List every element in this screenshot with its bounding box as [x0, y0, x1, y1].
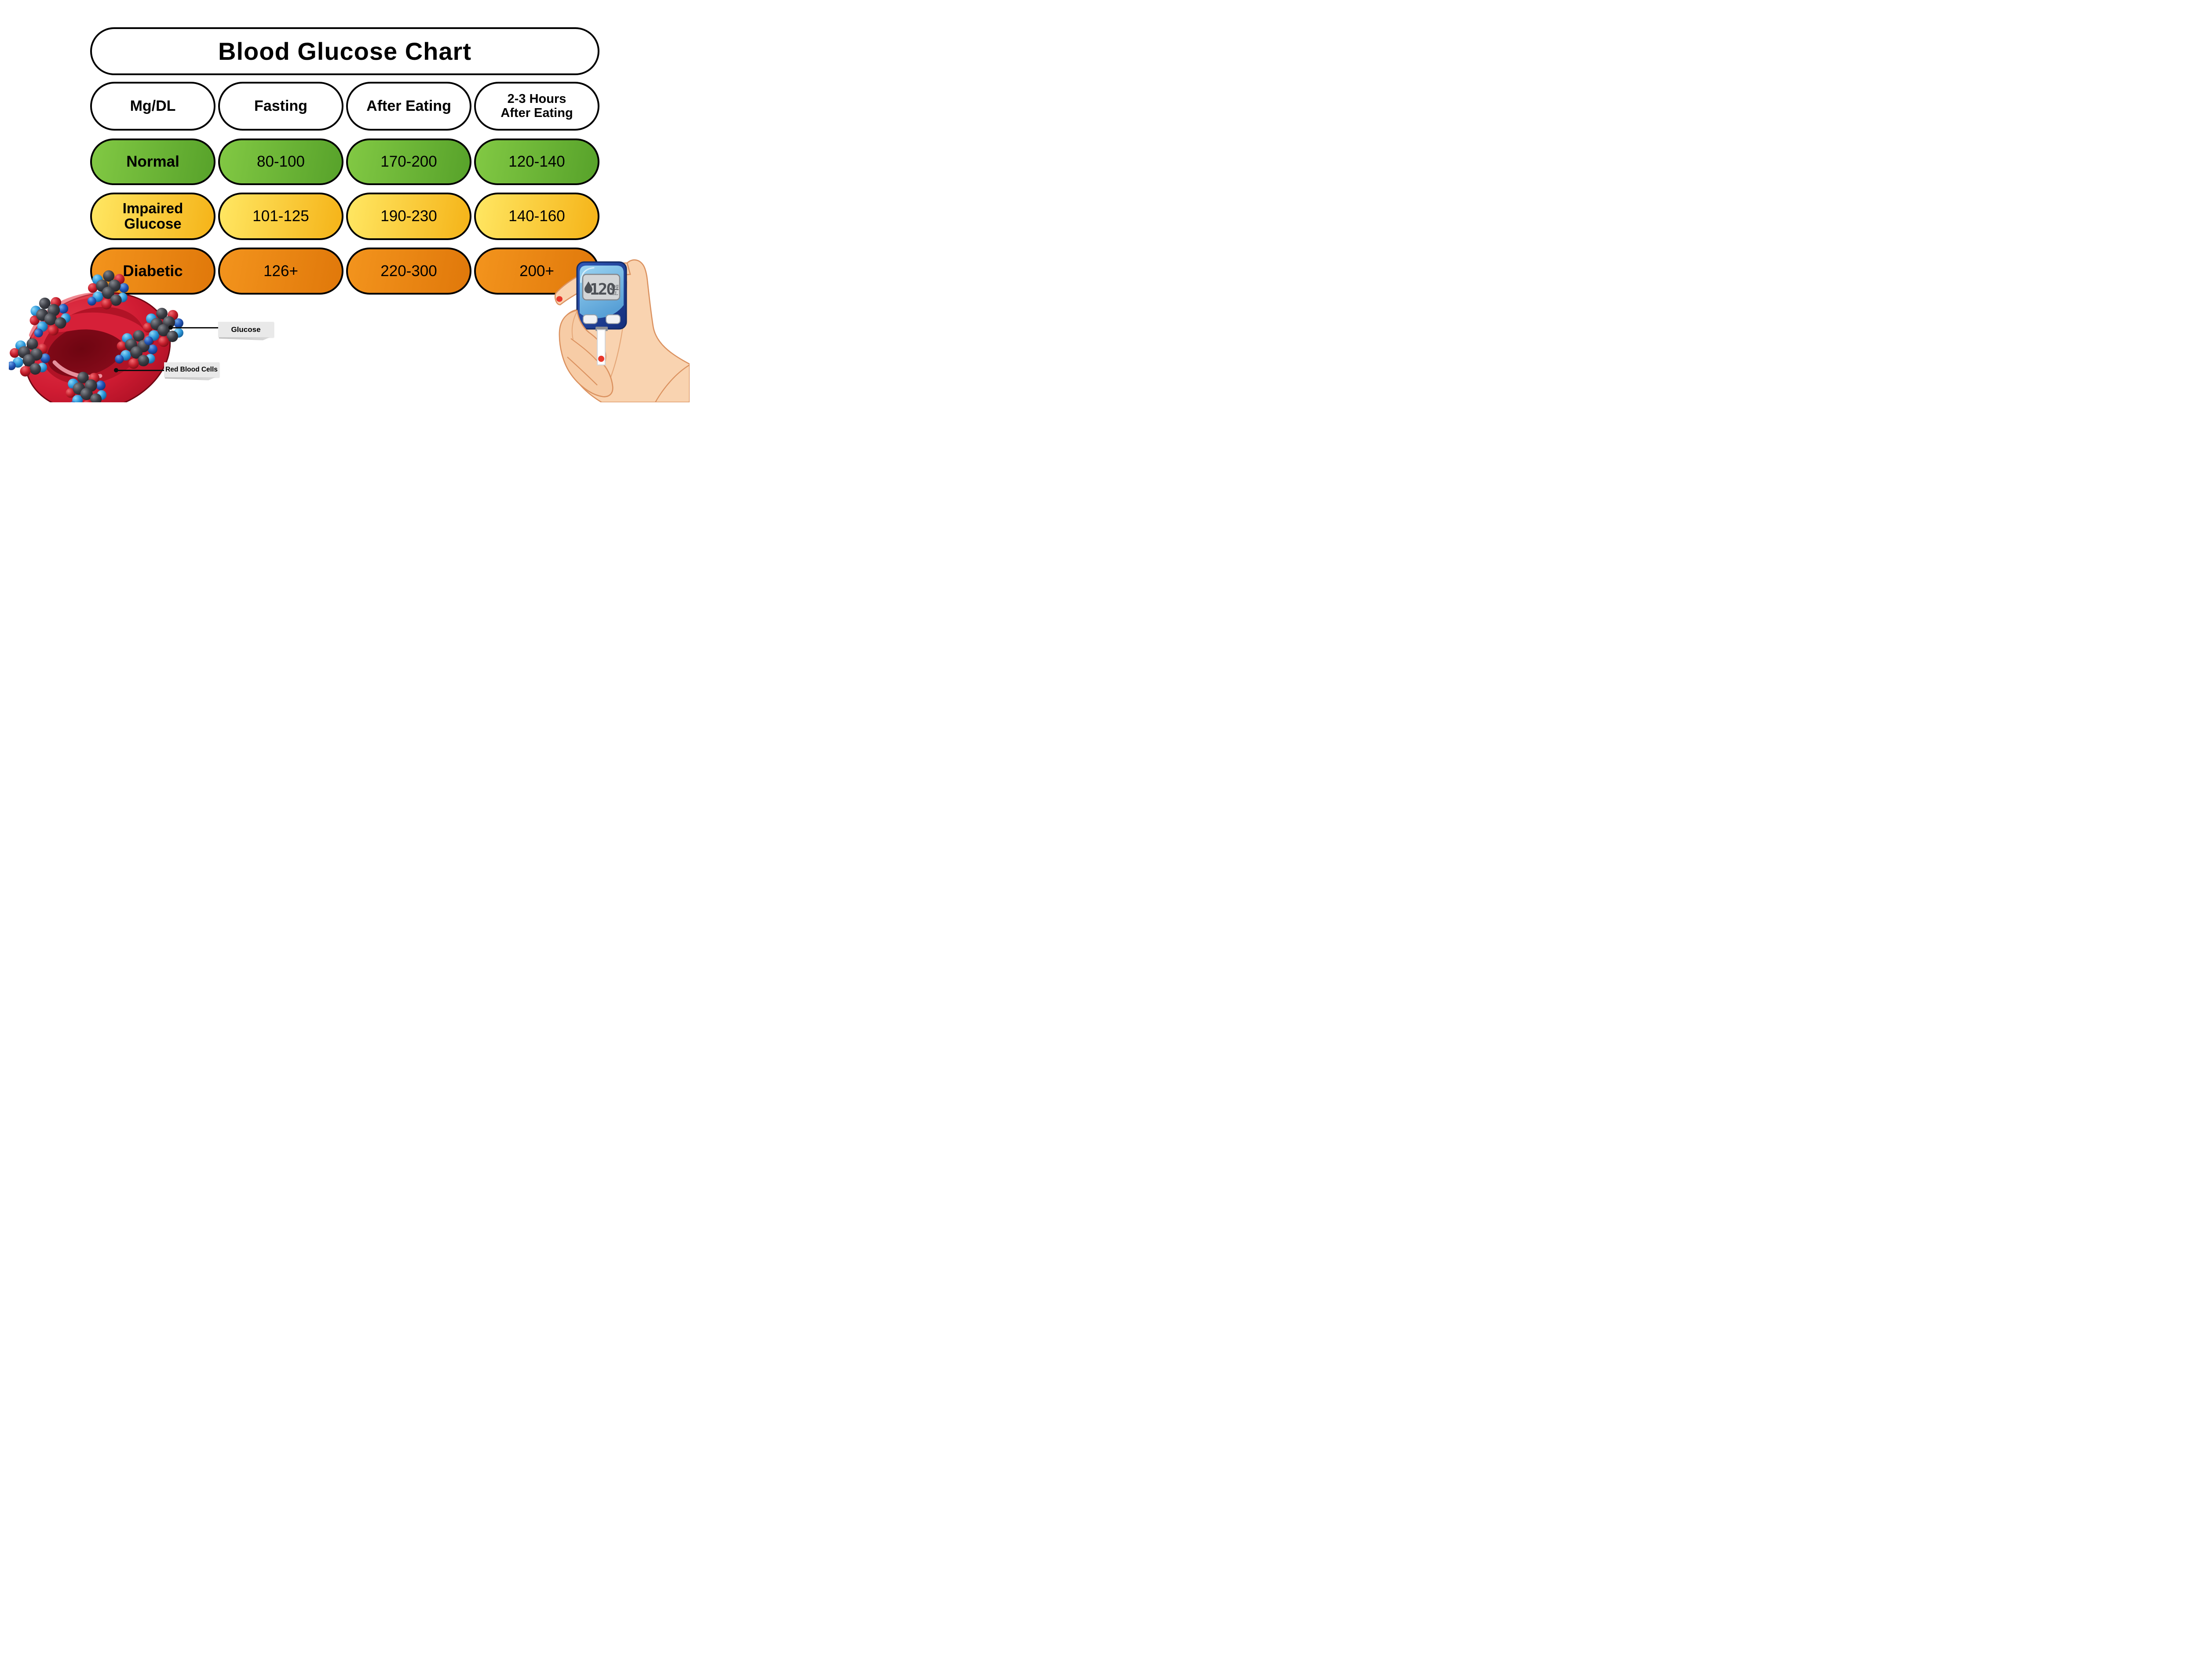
meter-left-button: [583, 314, 598, 324]
meter-unit-mg: mg: [611, 283, 618, 289]
header-fasting-label: Fasting: [254, 98, 307, 114]
header-fasting: Fasting: [218, 82, 343, 131]
meter-right-button: [606, 314, 621, 324]
page-title: Blood Glucose Chart: [218, 37, 471, 65]
header-2-3-hours-line1: 2-3 Hours: [507, 91, 566, 106]
red-blood-cell: [24, 292, 171, 402]
meter-unit-dl: dL: [612, 291, 618, 296]
row-normal-after-eating: 170-200: [346, 138, 471, 185]
row-impaired-label-line2: Glucose: [124, 215, 182, 232]
value-diabetic-fasting: 126+: [263, 262, 298, 280]
red-blood-cells-callout-line: [116, 370, 165, 371]
row-diabetic-after-eating: 220-300: [346, 248, 471, 295]
row-normal-2-3-hours: 120-140: [474, 138, 599, 185]
header-after-eating-label: After Eating: [366, 98, 451, 114]
test-strip: [597, 329, 606, 365]
header-unit: Mg/DL: [90, 82, 216, 131]
value-diabetic-after-eating: 220-300: [380, 262, 437, 280]
glucose-label: Glucose: [218, 322, 274, 337]
blood-drop-icon: [556, 296, 563, 302]
row-impaired-fasting: 101-125: [218, 193, 343, 240]
blood-sample-dot: [598, 356, 604, 362]
row-normal-label-pill: Normal: [90, 138, 216, 185]
glucose-callout-line: [171, 327, 219, 328]
red-blood-cells-label: Red Blood Cells: [164, 362, 219, 377]
glucose-label-text: Glucose: [231, 325, 261, 334]
droplet-icon: [584, 281, 592, 293]
red-blood-cell-illustration: [9, 269, 183, 402]
row-normal-fasting: 80-100: [218, 138, 343, 185]
title-banner: Blood Glucose Chart: [90, 27, 599, 75]
row-impaired-after-eating: 190-230: [346, 193, 471, 240]
row-impaired-label-pill: Impaired Glucose: [90, 193, 216, 240]
value-impaired-fasting: 101-125: [252, 208, 309, 225]
row-normal-label: Normal: [126, 153, 179, 170]
value-impaired-2-3-hours: 140-160: [508, 208, 565, 225]
header-unit-label: Mg/DL: [130, 98, 176, 114]
glucose-callout-dot: [168, 325, 173, 330]
value-impaired-after-eating: 190-230: [380, 208, 437, 225]
row-diabetic-label: Diabetic: [123, 262, 183, 280]
value-normal-2-3-hours: 120-140: [508, 153, 565, 170]
red-blood-cells-label-text: Red Blood Cells: [165, 366, 218, 373]
header-2-3-hours: 2-3 Hours After Eating: [474, 82, 599, 131]
row-impaired-label-line1: Impaired: [122, 200, 183, 217]
blood-glucose-infographic: Blood Glucose Chart Mg/DL Fasting After …: [0, 0, 690, 402]
glucose-meter-device: 120 mg dL: [576, 261, 627, 331]
hand-with-glucose-meter: 120 mg dL: [554, 259, 690, 402]
row-impaired-2-3-hours: 140-160: [474, 193, 599, 240]
value-normal-fasting: 80-100: [257, 153, 305, 170]
value-diabetic-2-3-hours: 200+: [519, 262, 554, 280]
value-normal-after-eating: 170-200: [380, 153, 437, 170]
row-diabetic-fasting: 126+: [218, 248, 343, 295]
header-after-eating: After Eating: [346, 82, 471, 131]
header-2-3-hours-line2: After Eating: [500, 106, 573, 120]
lcd-readout: 120 mg dL: [584, 281, 619, 299]
red-blood-cells-callout-dot: [114, 368, 118, 372]
thumb-and-fingers: [559, 310, 614, 397]
meter-screen: [582, 273, 621, 301]
